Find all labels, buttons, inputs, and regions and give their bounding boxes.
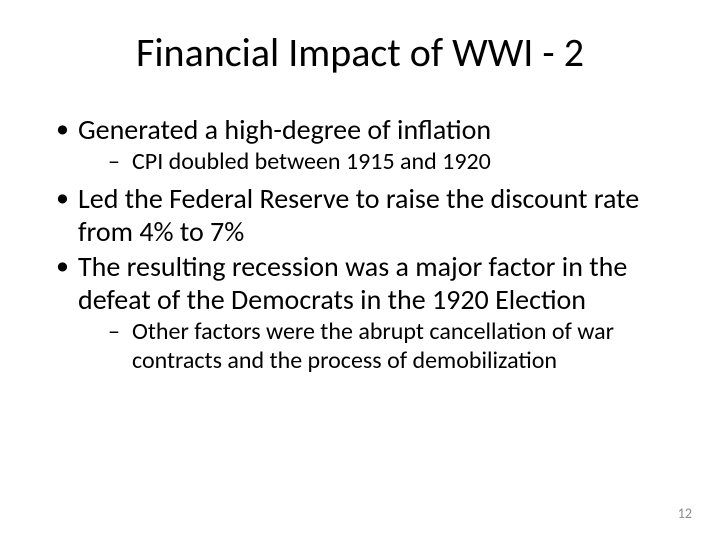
- sub-bullet-item: Other factors were the abrupt cancellati…: [78, 318, 670, 375]
- slide: Financial Impact of WWI - 2 Generated a …: [0, 0, 720, 540]
- sub-bullet-text: CPI doubled between 1915 and 1920: [132, 147, 491, 176]
- bullet-item: Led the Federal Reserve to raise the dis…: [50, 182, 670, 248]
- bullet-list: Generated a high-degree of inflation CPI…: [50, 113, 670, 375]
- sub-bullet-item: CPI doubled between 1915 and 1920: [78, 148, 670, 176]
- sub-bullet-list: Other factors were the abrupt cancellati…: [78, 318, 670, 375]
- bullet-item: The resulting recession was a major fact…: [50, 250, 670, 375]
- slide-title: Financial Impact of WWI - 2: [50, 28, 670, 77]
- sub-bullet-text: Other factors were the abrupt cancellati…: [132, 317, 614, 374]
- bullet-item: Generated a high-degree of inflation CPI…: [50, 113, 670, 176]
- bullet-text: Generated a high-degree of inflation: [78, 112, 491, 147]
- sub-bullet-list: CPI doubled between 1915 and 1920: [78, 148, 670, 176]
- page-number: 12: [678, 505, 692, 522]
- bullet-text: The resulting recession was a major fact…: [78, 249, 627, 317]
- bullet-text: Led the Federal Reserve to raise the dis…: [78, 181, 639, 249]
